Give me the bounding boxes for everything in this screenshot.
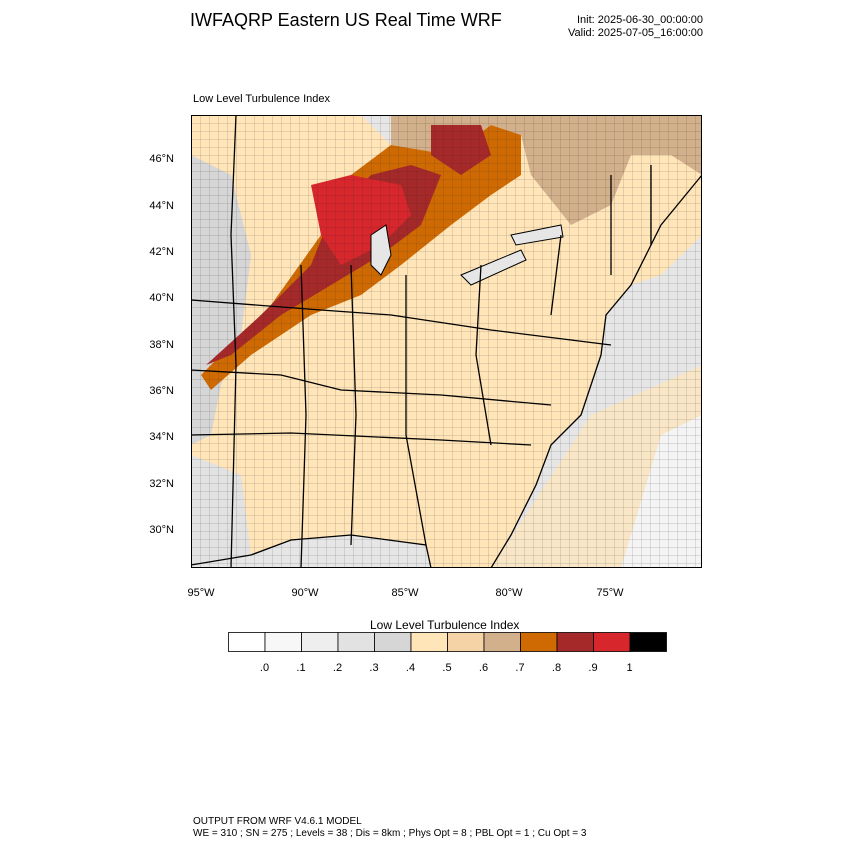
footer-line-1: OUTPUT FROM WRF V4.6.1 MODEL bbox=[193, 816, 362, 827]
lake-ontario bbox=[510, 224, 564, 246]
colorbar-title: Low Level Turbulence Index bbox=[370, 618, 520, 632]
colorbar-swatch bbox=[520, 632, 558, 652]
colorbar-swatch bbox=[337, 632, 375, 652]
model-info-footer: OUTPUT FROM WRF V4.6.1 MODEL WE = 310 ; … bbox=[193, 816, 586, 840]
colorbar-tick-label: .0 bbox=[259, 662, 270, 674]
lake-michigan bbox=[370, 224, 392, 276]
lon-label-90: 90°W bbox=[291, 587, 319, 599]
colorbar-swatch bbox=[228, 632, 266, 652]
colorbar-tick-label: 1 bbox=[626, 662, 633, 674]
colorbar-tick-label: .9 bbox=[588, 662, 598, 674]
coastline bbox=[490, 174, 702, 568]
colorbar-swatch bbox=[593, 632, 631, 652]
colorbar-tick-label: .7 bbox=[515, 662, 525, 674]
lat-label-34: 34°N bbox=[149, 431, 174, 443]
colorbar-swatch bbox=[483, 632, 521, 652]
init-time: Init: 2025-06-30_00:00:00 bbox=[577, 14, 703, 26]
valid-time: Valid: 2025-07-05_16:00:00 bbox=[568, 27, 703, 39]
map-panel bbox=[191, 115, 702, 568]
lat-label-42: 42°N bbox=[149, 246, 174, 258]
colorbar-tick-label: .1 bbox=[296, 662, 306, 674]
lat-label-38: 38°N bbox=[149, 339, 174, 351]
lat-label-40: 40°N bbox=[149, 292, 174, 304]
map-title: Low Level Turbulence Index bbox=[193, 93, 330, 105]
footer-line-2: WE = 310 ; SN = 275 ; Levels = 38 ; Dis … bbox=[193, 828, 587, 839]
colorbar-tick-label: .8 bbox=[551, 662, 562, 674]
colorbar bbox=[228, 632, 667, 652]
colorbar-tick-label: .2 bbox=[332, 662, 343, 674]
colorbar-tick-label: .5 bbox=[442, 662, 452, 674]
lat-label-30: 30°N bbox=[149, 524, 174, 536]
lat-label-36: 36°N bbox=[149, 385, 174, 397]
lat-label-44: 44°N bbox=[149, 200, 174, 212]
colorbar-swatch bbox=[264, 632, 302, 652]
colorbar-tick-label: .4 bbox=[405, 662, 416, 674]
state-borders bbox=[191, 115, 652, 568]
colorbar-swatch bbox=[447, 632, 485, 652]
colorbar-swatch bbox=[301, 632, 339, 652]
lat-label-46: 46°N bbox=[149, 153, 174, 165]
colorbar-swatch bbox=[410, 632, 448, 652]
init-valid-times: Init: 2025-06-30_00:00:00 Valid: 2025-07… bbox=[568, 14, 703, 40]
lon-label-95: 95°W bbox=[187, 587, 215, 599]
colorbar-tick-label: .3 bbox=[369, 662, 379, 674]
lake-erie bbox=[460, 249, 527, 286]
colorbar-swatch bbox=[629, 632, 667, 652]
lat-label-32: 32°N bbox=[149, 478, 174, 490]
map-border bbox=[191, 115, 702, 568]
lon-label-80: 80°W bbox=[495, 587, 523, 599]
lon-label-85: 85°W bbox=[391, 587, 419, 599]
figure-title: IWFAQRP Eastern US Real Time WRF bbox=[190, 10, 502, 30]
lon-label-75: 75°W bbox=[596, 587, 624, 599]
colorbar-swatch bbox=[556, 632, 594, 652]
colorbar-tick-label: .6 bbox=[478, 662, 489, 674]
county-boundaries bbox=[191, 115, 702, 568]
gulf-coastline bbox=[191, 534, 432, 568]
colorbar-swatch bbox=[374, 632, 412, 652]
